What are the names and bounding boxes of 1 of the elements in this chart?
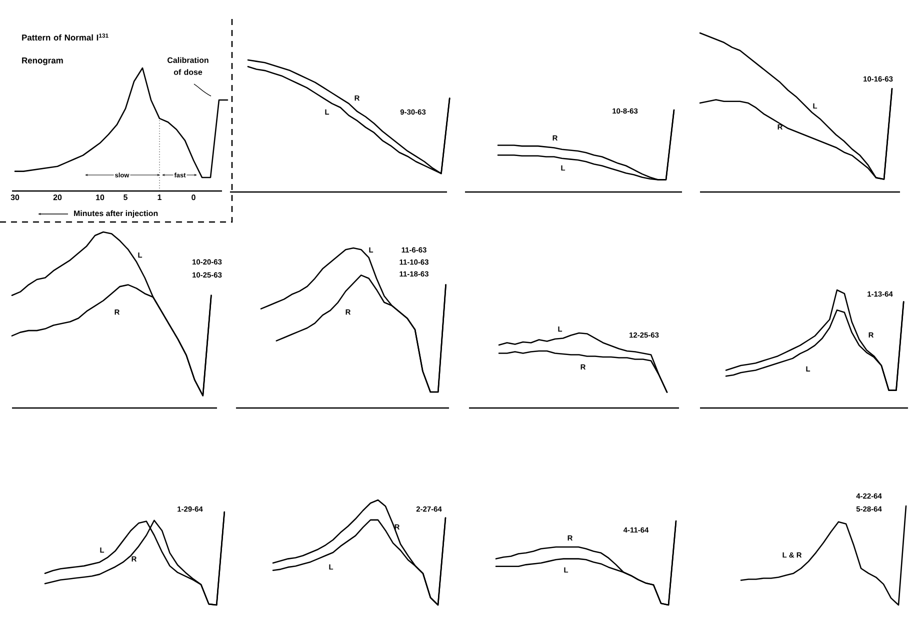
- chart-title: Pattern of Normal I$^{131}$ Renogram: [22, 34, 108, 66]
